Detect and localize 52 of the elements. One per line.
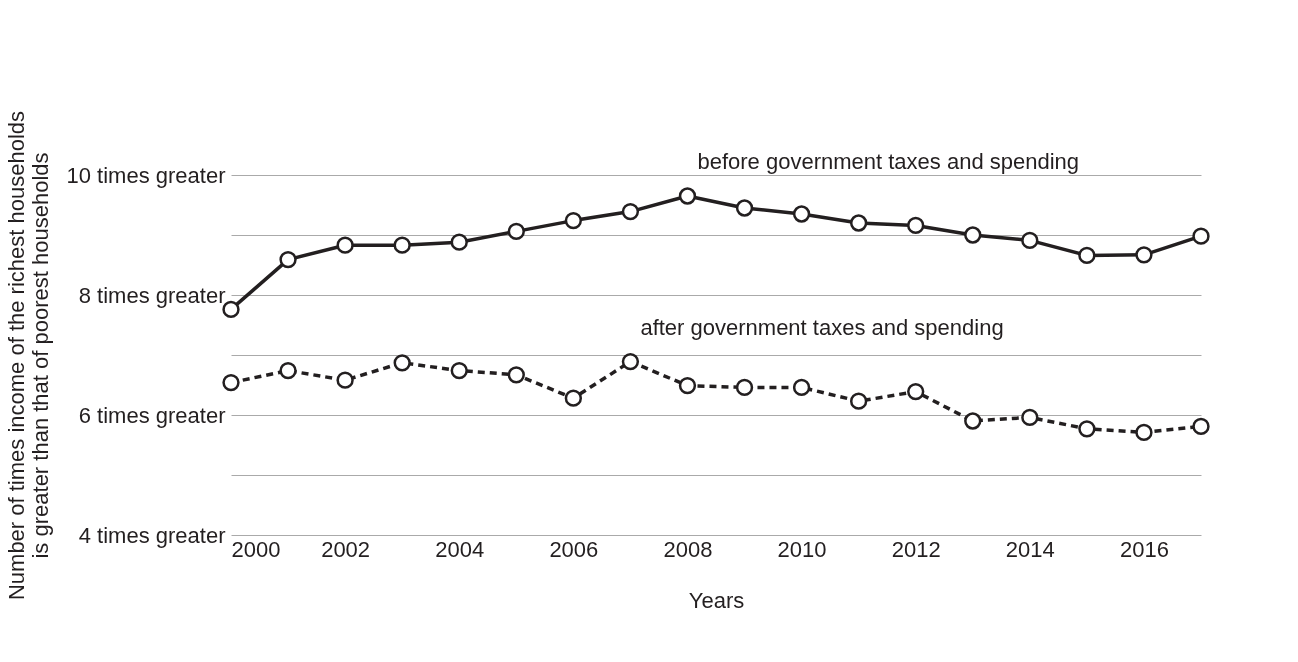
point bbox=[279, 361, 297, 380]
y-tick-label: 10 times greater bbox=[66, 162, 226, 188]
point bbox=[1078, 420, 1096, 438]
point bbox=[621, 352, 640, 371]
point bbox=[849, 214, 868, 232]
series-label: before government taxes and spending bbox=[697, 149, 1080, 174]
point bbox=[964, 226, 982, 244]
point bbox=[735, 199, 754, 217]
y-tick-label: 4 times greater bbox=[78, 522, 226, 548]
x-tick-label: 2004 bbox=[435, 536, 485, 562]
point bbox=[507, 222, 525, 241]
point bbox=[849, 392, 868, 410]
point bbox=[964, 412, 982, 430]
series-label: after government taxes and spending bbox=[640, 314, 1004, 340]
y-tick-label: 8 times greater bbox=[78, 282, 226, 308]
x-axis-title: Years bbox=[688, 587, 745, 613]
x-tick-label: 2016 bbox=[1119, 536, 1169, 562]
x-tick-label: 2014 bbox=[1005, 536, 1055, 562]
point bbox=[1192, 227, 1210, 245]
point bbox=[222, 373, 240, 392]
x-tick-label: 2000 bbox=[231, 536, 281, 562]
point bbox=[1078, 246, 1096, 265]
x-tick-label: 2010 bbox=[777, 536, 827, 562]
point bbox=[1135, 423, 1153, 442]
point bbox=[735, 378, 754, 397]
x-tick-label: 2008 bbox=[663, 536, 713, 562]
point bbox=[450, 361, 468, 380]
point bbox=[564, 389, 583, 407]
point bbox=[678, 187, 697, 205]
point bbox=[336, 236, 354, 254]
point bbox=[279, 250, 297, 269]
y-tick-label: 6 times greater bbox=[78, 402, 226, 428]
point bbox=[907, 216, 925, 235]
point bbox=[1021, 231, 1039, 250]
point bbox=[792, 378, 811, 397]
point bbox=[621, 202, 640, 221]
point bbox=[792, 205, 811, 223]
point bbox=[1192, 417, 1210, 436]
y-axis-title: Number of times income of the richest households is greater than that of poorest households bbox=[3, 110, 53, 601]
point bbox=[393, 236, 411, 254]
x-tick-label: 2012 bbox=[891, 536, 941, 562]
x-tick-label: 2002 bbox=[321, 536, 371, 562]
point bbox=[1135, 246, 1153, 264]
point bbox=[336, 371, 354, 389]
point bbox=[507, 366, 525, 384]
point bbox=[450, 233, 468, 251]
x-tick-label: 2006 bbox=[549, 536, 599, 562]
point bbox=[907, 382, 925, 401]
point bbox=[678, 376, 697, 395]
point bbox=[393, 354, 411, 372]
point bbox=[564, 211, 583, 230]
point bbox=[1021, 408, 1039, 427]
